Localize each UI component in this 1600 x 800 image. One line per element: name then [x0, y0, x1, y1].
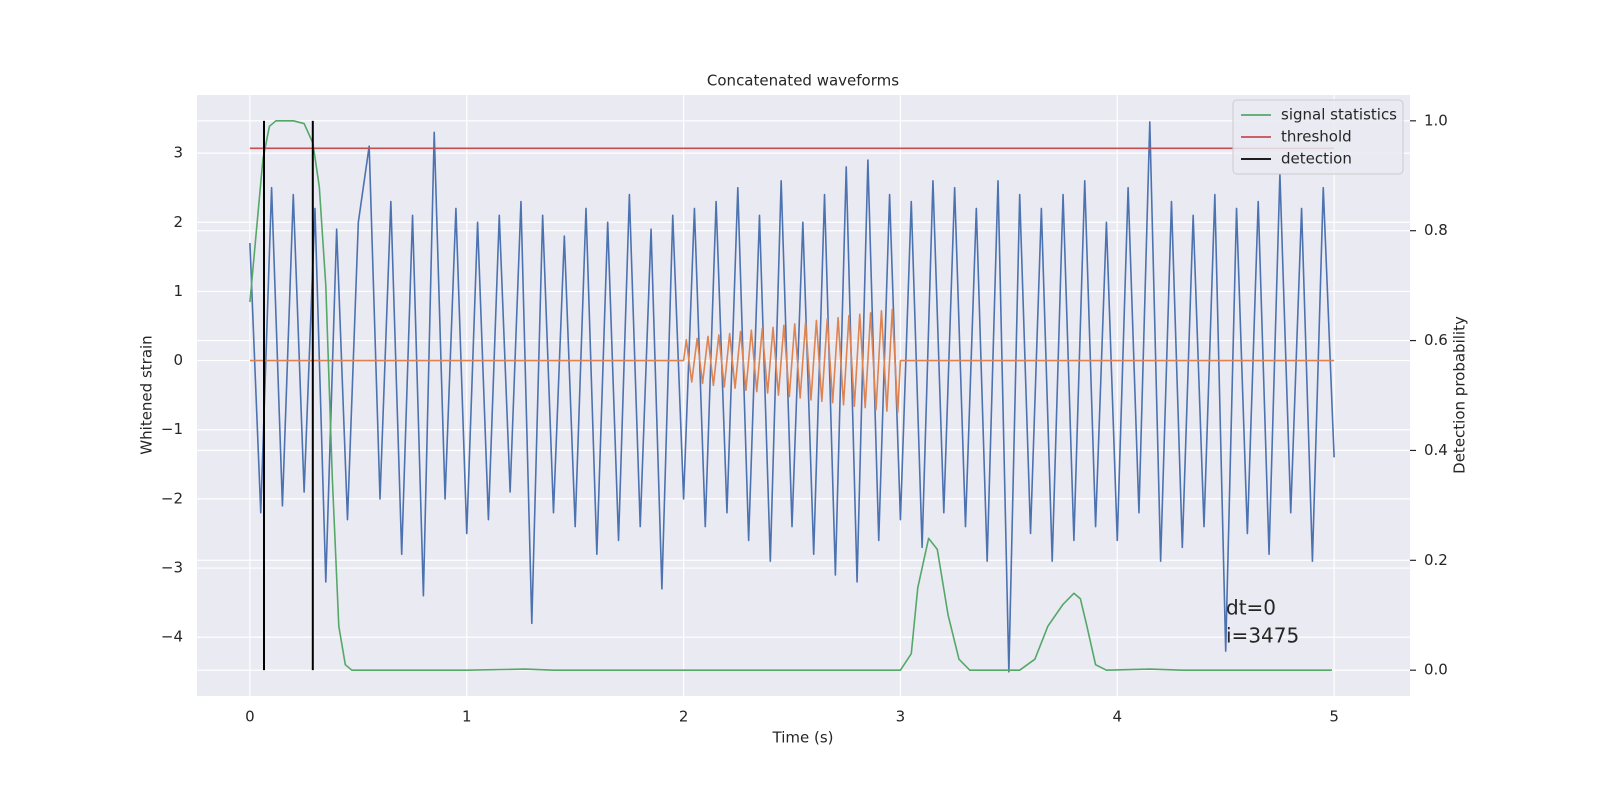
x-tick-label: 5	[1329, 708, 1339, 726]
y-tick-label: −3	[161, 559, 183, 577]
y-tick-label: −2	[161, 489, 183, 507]
y-tick-label: 2	[173, 213, 183, 231]
x-axis-label: Time (s)	[772, 729, 834, 747]
series-line	[263, 120, 314, 671]
series-line	[249, 120, 1332, 671]
legend-label: detection	[1281, 150, 1352, 168]
chart-title: Concatenated waveforms	[707, 72, 899, 90]
x-tick-label: 1	[462, 708, 472, 726]
y-tick-label: −1	[161, 420, 183, 438]
y-tick-label: 0	[173, 351, 183, 369]
y2-tick-label: 0.6	[1424, 331, 1448, 349]
y2-tick-label: 1.0	[1424, 111, 1448, 129]
y-tick-label: 3	[173, 144, 183, 162]
y-axis-label: Whitened strain	[138, 335, 156, 454]
legend-label: threshold	[1281, 128, 1352, 146]
x-tick-label: 2	[679, 708, 689, 726]
y2-tick-label: 0.2	[1424, 551, 1448, 569]
legend-label: signal statistics	[1281, 106, 1397, 124]
x-tick-label: 3	[896, 708, 906, 726]
y2-tick-label: 0.0	[1424, 661, 1448, 679]
annotation: dt=0	[1226, 596, 1276, 620]
series-line	[249, 308, 1335, 414]
series-line	[249, 121, 1335, 673]
y2-tick-label: 0.4	[1424, 441, 1448, 459]
x-tick-label: 0	[245, 708, 255, 726]
y-tick-label: −4	[161, 628, 183, 646]
x-tick-label: 4	[1112, 708, 1122, 726]
y-tick-label: 1	[173, 282, 183, 300]
legend-box	[1232, 99, 1404, 175]
y2-axis-label: Detection probability	[1451, 316, 1469, 474]
annotation: i=3475	[1226, 624, 1299, 648]
y2-tick-label: 0.8	[1424, 221, 1448, 239]
